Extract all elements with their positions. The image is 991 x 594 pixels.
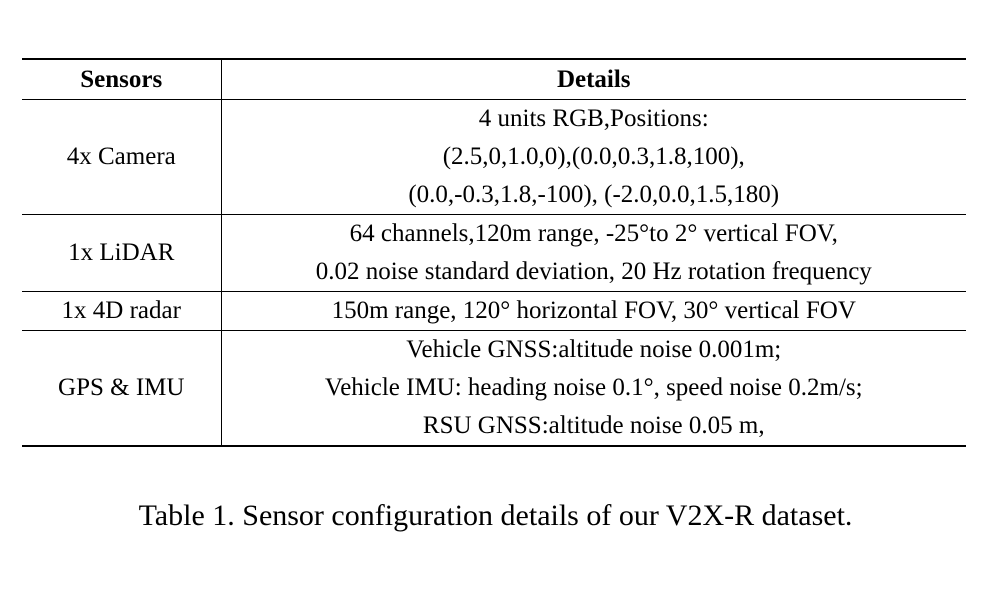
table-caption: Table 1. Sensor configuration details of…: [138, 499, 853, 532]
table-row-gps-imu: GPS & IMU Vehicle GNSS:altitude noise 0.…: [22, 330, 966, 447]
sensor-cell-gps-imu: GPS & IMU: [22, 330, 222, 447]
details-line: (2.5,0,1.0,0),(0.0,0.3,1.8,100),: [442, 143, 745, 170]
table-row-lidar: 1x LiDAR 64 channels,120m range, -25°to …: [22, 214, 966, 292]
details-cell-lidar: 64 channels,120m range, -25°to 2° vertic…: [221, 214, 966, 292]
details-cell-camera: 4 units RGB,Positions: (2.5,0,1.0,0),(0.…: [221, 99, 966, 215]
details-line: 64 channels,120m range, -25°to 2° vertic…: [349, 220, 838, 247]
sensor-cell-camera: 4x Camera: [22, 99, 222, 215]
header-details: Details: [221, 58, 966, 100]
details-cell-gps-imu: Vehicle GNSS:altitude noise 0.001m; Vehi…: [221, 330, 966, 447]
table-row-radar: 1x 4D radar 150m range, 120° horizontal …: [22, 291, 966, 331]
table-header-row: Sensors Details: [22, 58, 966, 100]
details-line: Vehicle GNSS:altitude noise 0.001m;: [406, 336, 782, 363]
sensor-table-container: Sensors Details 4x Camera 4 units RGB,Po…: [22, 58, 966, 447]
details-line: 0.02 noise standard deviation, 20 Hz rot…: [315, 258, 872, 285]
sensor-cell-lidar: 1x LiDAR: [22, 214, 222, 292]
table-row-camera: 4x Camera 4 units RGB,Positions: (2.5,0,…: [22, 99, 966, 215]
sensor-config-table: Sensors Details 4x Camera 4 units RGB,Po…: [22, 58, 966, 447]
details-line: 4 units RGB,Positions:: [478, 105, 709, 132]
details-line: 150m range, 120° horizontal FOV, 30° ver…: [331, 297, 856, 324]
details-cell-radar: 150m range, 120° horizontal FOV, 30° ver…: [221, 291, 966, 331]
sensor-cell-radar: 1x 4D radar: [22, 291, 222, 331]
header-sensors: Sensors: [22, 58, 222, 100]
details-line: Vehicle IMU: heading noise 0.1°, speed n…: [324, 374, 863, 401]
details-line: (0.0,-0.3,1.8,-100), (-2.0,0.0,1.5,180): [408, 181, 780, 208]
details-line: RSU GNSS:altitude noise 0.05 m,: [422, 412, 765, 439]
